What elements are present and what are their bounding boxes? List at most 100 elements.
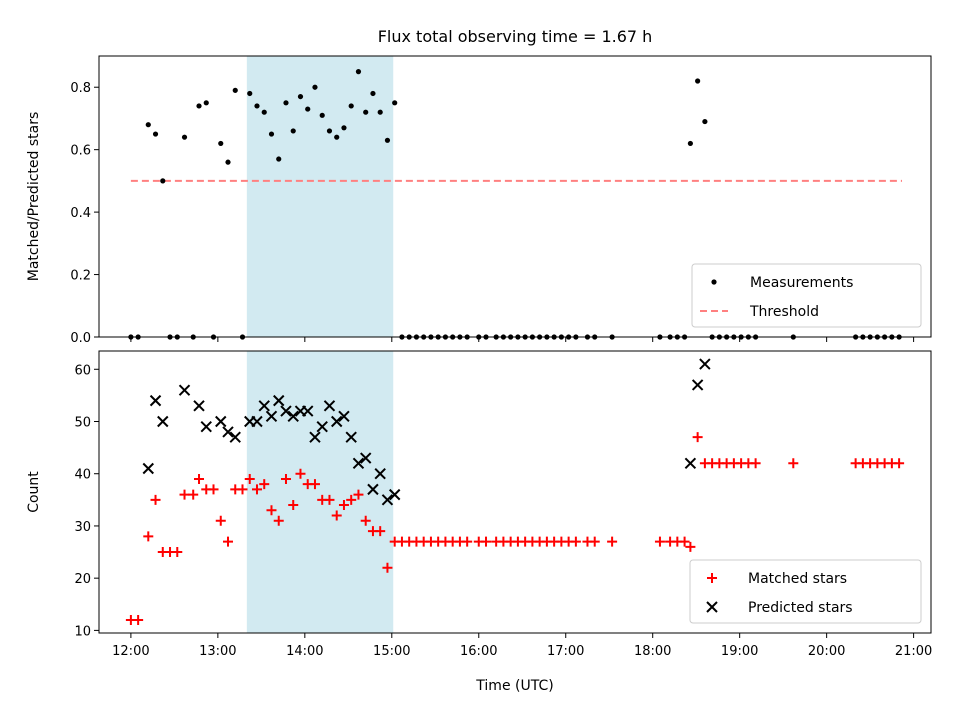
measurement-point xyxy=(276,156,282,162)
measurement-point xyxy=(312,84,318,90)
measurement-point xyxy=(203,100,209,106)
legend-key-predicted xyxy=(706,601,718,613)
measurement-point xyxy=(702,118,708,125)
measurement-point xyxy=(268,131,275,137)
measurement-point xyxy=(290,128,296,134)
matched-marker xyxy=(788,458,799,469)
predicted-marker xyxy=(684,457,697,469)
measurement-point xyxy=(377,109,383,115)
bottom-panel: 10 20 30 40 50 60 12:00 13:00 14:00 15:00 16:00 17:… xyxy=(26,350,932,694)
matched-marker xyxy=(692,432,703,443)
x-tick-label: 15:00 xyxy=(373,644,410,659)
measurement-point xyxy=(196,103,202,109)
matched-marker xyxy=(570,536,581,547)
measurement-point xyxy=(319,112,325,118)
predicted-marker xyxy=(149,394,162,407)
matched-marker xyxy=(251,484,262,495)
x-tick-label: 18:00 xyxy=(634,644,671,659)
matched-marker xyxy=(462,536,473,547)
measurement-point xyxy=(348,103,354,109)
predicted-marker xyxy=(287,410,299,422)
measurement-point xyxy=(283,100,289,106)
measurement-point xyxy=(254,103,260,109)
measurement-point xyxy=(687,140,693,147)
x-tick-label: 12:00 xyxy=(112,644,149,659)
y-tick-label: 40 xyxy=(74,468,91,483)
measurement-point xyxy=(695,78,701,84)
predicted-marker xyxy=(691,379,704,391)
y-axis-label: Count xyxy=(26,471,42,513)
predicted-marker xyxy=(331,415,343,428)
matched-marker xyxy=(679,536,690,547)
measurement-point xyxy=(305,106,311,112)
matched-marker xyxy=(331,510,342,521)
measurement-point xyxy=(326,128,333,134)
predicted-marker xyxy=(193,400,205,412)
x-tick-label: 16:00 xyxy=(460,644,497,659)
measurement-point xyxy=(247,90,253,97)
legend-key-matched xyxy=(707,573,717,583)
legend: Matched stars Predicted stars xyxy=(689,559,922,624)
y-tick-label: 0.6 xyxy=(70,144,91,159)
matched-marker xyxy=(353,489,364,500)
measurement-point xyxy=(225,159,231,165)
x-tick-label: 21:00 xyxy=(895,644,932,659)
matched-marker xyxy=(750,458,761,469)
matched-marker xyxy=(179,489,190,500)
predicted-marker xyxy=(381,494,394,506)
predicted-marker xyxy=(374,468,386,480)
predicted-marker xyxy=(265,410,278,422)
matched-marker xyxy=(481,536,492,547)
matched-marker xyxy=(607,536,618,547)
y-tick-label: 60 xyxy=(74,363,91,378)
y-tick-label: 50 xyxy=(74,416,91,431)
x-tick-label: 13:00 xyxy=(199,644,236,659)
matched-marker xyxy=(208,484,219,495)
y-tick-label: 0.4 xyxy=(70,206,91,221)
predicted-marker xyxy=(699,358,711,370)
matched-marker xyxy=(589,536,600,547)
y-tick-label: 0.0 xyxy=(70,331,91,346)
predicted-marker xyxy=(142,462,154,475)
matched-marker xyxy=(654,536,665,547)
matched-marker xyxy=(244,473,255,484)
predicted-marker xyxy=(200,421,212,433)
measurement-point xyxy=(334,134,340,140)
predicted-marker xyxy=(251,415,263,428)
matched-marker xyxy=(133,614,144,625)
matched-marker xyxy=(143,531,154,542)
predicted-marker xyxy=(309,431,321,443)
predicted-marker xyxy=(316,421,328,433)
x-tick-label: 20:00 xyxy=(808,644,845,659)
predicted-marker xyxy=(323,400,336,412)
matched-marker xyxy=(360,515,371,526)
measurement-point xyxy=(392,100,398,106)
observing-span xyxy=(246,351,394,633)
predicted-marker xyxy=(388,488,401,501)
matched-marker xyxy=(346,494,357,505)
measurement-point xyxy=(232,87,238,93)
measurement-point xyxy=(160,178,166,184)
legend-key-measurements xyxy=(711,279,717,285)
measurement-point xyxy=(261,109,267,115)
matched-marker xyxy=(685,541,696,552)
x-tick-label: 19:00 xyxy=(721,644,758,659)
matched-marker xyxy=(188,489,199,500)
predicted-marker xyxy=(229,431,241,443)
matched-marker xyxy=(295,468,306,479)
matched-marker xyxy=(223,536,234,547)
matched-marker xyxy=(338,500,349,511)
predicted-marker xyxy=(273,394,285,407)
legend-label: Matched stars xyxy=(748,571,847,587)
matched-marker xyxy=(273,515,284,526)
y-tick-label: 30 xyxy=(74,520,91,535)
measurement-point xyxy=(152,131,159,137)
predicted-marker xyxy=(215,415,227,428)
axes-frame xyxy=(98,350,932,634)
matched-marker xyxy=(194,473,205,484)
predicted-marker xyxy=(367,483,379,496)
axes-frame xyxy=(98,55,932,338)
measurement-point xyxy=(181,134,188,140)
y-tick-label: 0.8 xyxy=(70,81,91,96)
